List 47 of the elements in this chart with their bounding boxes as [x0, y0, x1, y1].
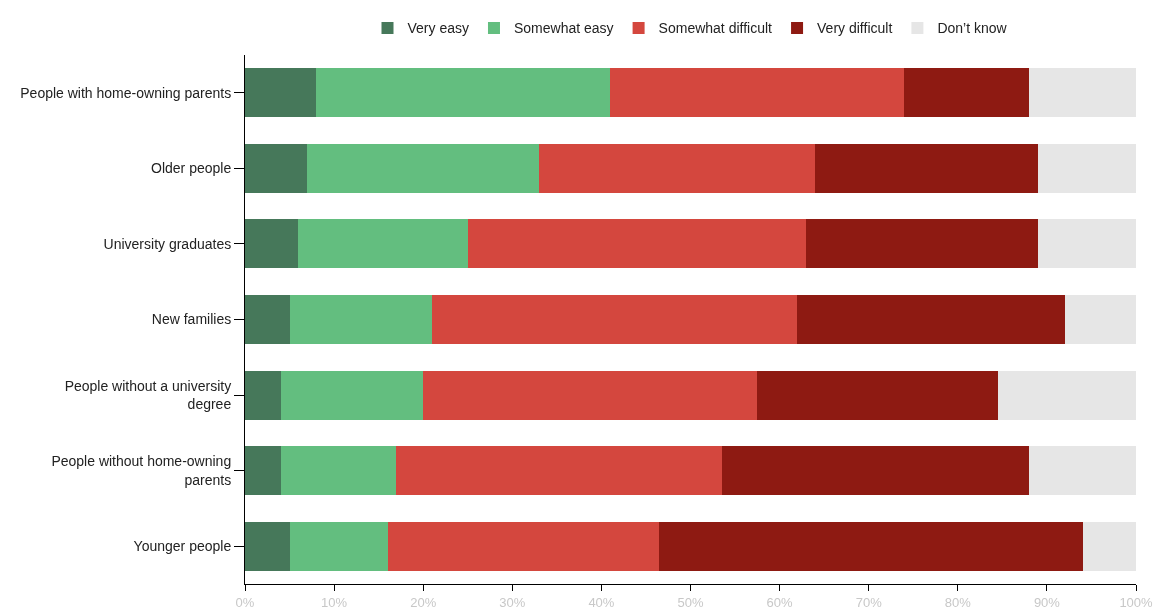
bar [659, 521, 1083, 571]
bar [245, 370, 281, 420]
bar [289, 294, 433, 345]
bar [1029, 68, 1136, 118]
bar [245, 68, 317, 118]
legend-label: Very easy [407, 20, 469, 37]
bar [1037, 143, 1136, 193]
bar [289, 521, 388, 571]
bar [757, 370, 998, 420]
y-tick-label: University graduates [103, 235, 232, 252]
y-tick-label: Younger people [133, 538, 232, 555]
bar [432, 294, 798, 345]
bar [797, 294, 1065, 345]
legend-label: Very difficult [817, 20, 893, 37]
bar [1029, 446, 1136, 496]
bar [316, 68, 611, 118]
bar [1064, 294, 1136, 345]
bar [245, 521, 290, 571]
bar [806, 219, 1038, 269]
bar [1037, 219, 1136, 269]
bar [423, 370, 758, 420]
bar [307, 143, 540, 193]
y-tick-label: People without home-owning parents [51, 453, 232, 488]
bar [387, 521, 660, 571]
bar [245, 294, 290, 345]
bar [298, 219, 468, 269]
bar [997, 370, 1136, 420]
bar [815, 143, 1038, 193]
bar [467, 219, 807, 269]
bar [610, 68, 905, 118]
bar [396, 446, 722, 496]
bar [245, 446, 281, 496]
y-tick-label: People without a university degree [64, 377, 232, 413]
y-tick-label: Older people [151, 160, 232, 177]
bar [245, 143, 308, 193]
bar [904, 68, 1030, 118]
bar [280, 370, 424, 420]
bar [1082, 521, 1136, 571]
legend-label: Don’t know [937, 20, 1008, 37]
legend-label: Somewhat easy [513, 20, 614, 37]
bar [539, 143, 816, 193]
y-tick-label: People with home-owning parents [20, 84, 232, 101]
bar [280, 446, 397, 496]
bar [245, 219, 299, 269]
y-tick-label: New families [151, 311, 232, 328]
legend-label: Somewhat difficult [658, 20, 773, 37]
bar [721, 446, 1030, 496]
